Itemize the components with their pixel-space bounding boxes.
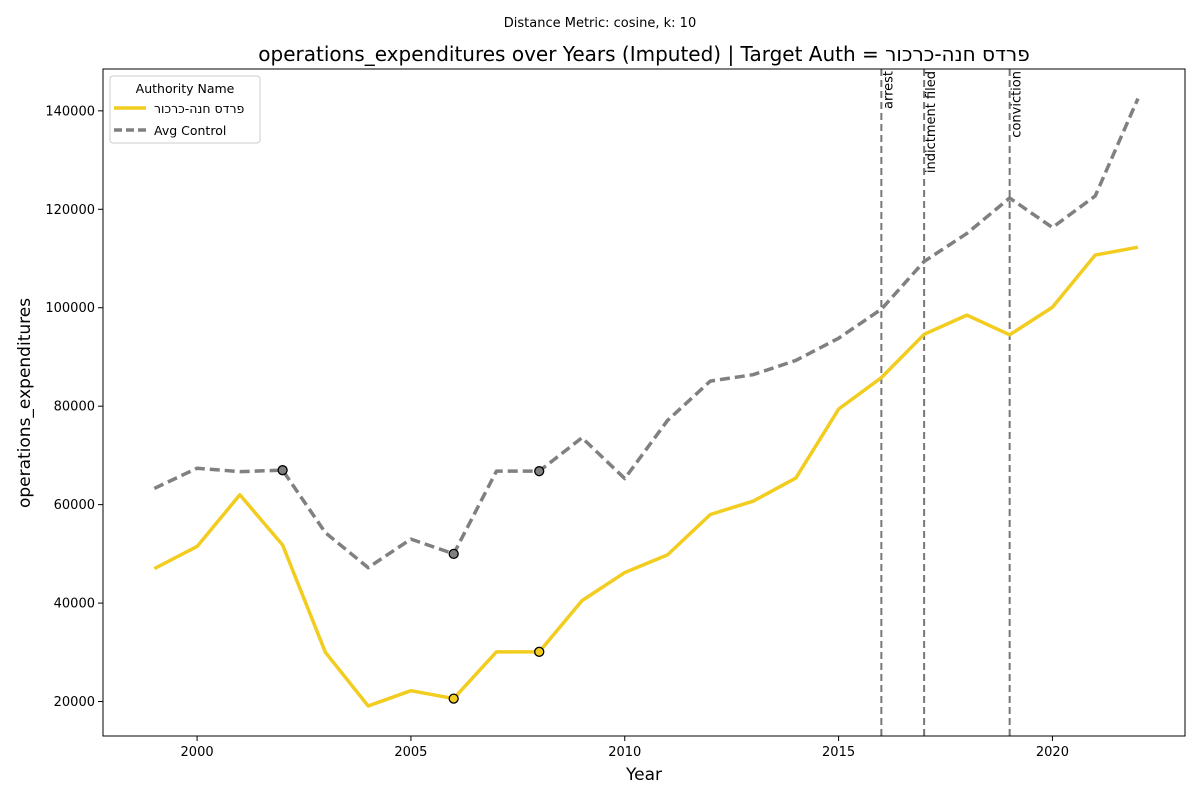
x-axis-title: Year — [625, 765, 662, 785]
event-label: conviction — [1010, 71, 1025, 138]
x-tick-label: 2010 — [608, 745, 641, 760]
y-tick-label: 40000 — [54, 597, 95, 612]
y-tick-label: 60000 — [54, 498, 95, 513]
y-tick-label: 80000 — [54, 400, 95, 415]
x-tick-label: 2020 — [1036, 745, 1069, 760]
y-tick-label: 140000 — [45, 104, 95, 119]
legend-label-control: Avg Control — [154, 123, 226, 138]
legend-title: Authority Name — [136, 81, 235, 96]
chart-suptitle: Distance Metric: cosine, k: 10 — [504, 16, 696, 31]
x-tick-label: 2015 — [822, 745, 855, 760]
legend-label-target: פרדס חנה-כרכור — [154, 101, 245, 116]
event-label: indictment filed — [924, 71, 939, 173]
imputed-point — [448, 693, 459, 704]
plot-frame — [102, 68, 1186, 737]
chart-title: operations_expenditures over Years (Impu… — [258, 42, 1029, 66]
event-label: arrest — [881, 71, 896, 109]
y-axis-title: operations_expenditures — [15, 298, 35, 508]
imputed-point — [534, 646, 545, 657]
series-line-0 — [153, 245, 1139, 708]
y-tick-label: 20000 — [54, 695, 95, 710]
x-tick-label: 2005 — [394, 745, 427, 760]
y-tick-label: 100000 — [45, 301, 95, 316]
legend-box — [109, 75, 261, 144]
imputed-point — [448, 548, 459, 560]
y-tick-label: 120000 — [45, 203, 95, 218]
event-markers: arrest indictment filed conviction — [880, 69, 1025, 736]
legend: Authority Name פרדס חנה-כרכור Avg Contro… — [109, 75, 261, 144]
x-tick-label: 2000 — [181, 745, 214, 760]
x-axis: 2000 2005 2010 2015 2020 — [181, 736, 1069, 760]
series-lines — [153, 97, 1140, 708]
imputed-point — [534, 466, 545, 477]
series-line-1 — [153, 97, 1140, 570]
imputed-point — [277, 465, 288, 476]
imputed-markers — [277, 465, 545, 704]
y-axis: 20000 40000 60000 80000 100000 120000 140000 — [45, 104, 103, 710]
